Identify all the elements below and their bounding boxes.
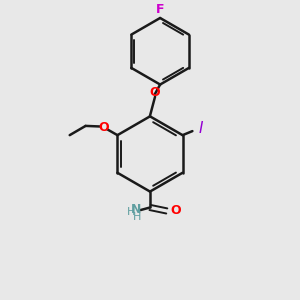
Text: O: O [150, 86, 160, 99]
Text: F: F [156, 3, 164, 16]
Text: N: N [131, 203, 141, 216]
Text: O: O [98, 121, 109, 134]
Text: O: O [171, 205, 182, 218]
Text: H: H [127, 207, 135, 218]
Text: I: I [199, 121, 204, 136]
Text: H: H [133, 212, 141, 222]
